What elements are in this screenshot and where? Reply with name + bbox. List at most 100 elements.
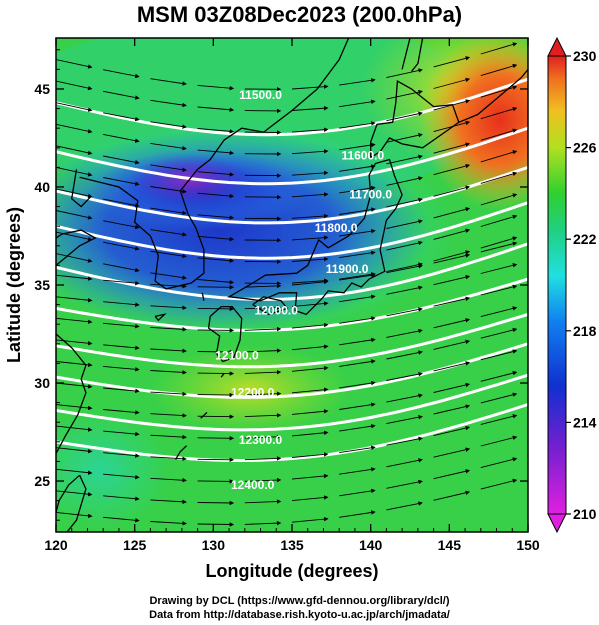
wind-arrow <box>291 279 329 286</box>
wind-arrow <box>386 479 423 489</box>
wind-arrow <box>56 123 93 134</box>
wind-arrow <box>386 219 423 229</box>
height-contour <box>56 242 528 301</box>
coastline <box>458 68 528 123</box>
wind-arrow <box>291 495 329 502</box>
wind-arrow <box>244 413 282 418</box>
wind-arrow <box>150 207 187 216</box>
wind-arrow <box>150 370 187 375</box>
wind-arrow <box>56 80 93 91</box>
x-tick-label: 145 <box>438 537 462 553</box>
wind-arrow <box>197 235 235 242</box>
wind-arrow <box>103 112 140 122</box>
wind-arrow <box>150 78 187 86</box>
wind-arrow <box>150 348 187 354</box>
wind-arrow <box>480 128 518 141</box>
contour-label: 12200.0 <box>231 386 275 400</box>
wind-arrow <box>197 479 235 484</box>
wind-arrow <box>433 228 471 240</box>
wind-arrow <box>103 69 140 79</box>
wind-arrow <box>339 294 376 303</box>
wind-arrow <box>339 510 376 518</box>
wind-arrow <box>197 192 235 199</box>
wind-arrow <box>150 164 187 172</box>
wind-arrow <box>386 111 423 122</box>
coastline <box>227 158 403 316</box>
wind-arrow <box>150 477 187 483</box>
wind-arrow <box>150 121 187 129</box>
wind-arrow <box>291 365 329 372</box>
wind-arrow <box>103 301 140 307</box>
wind-arrow <box>386 436 423 446</box>
wind-arrow <box>150 99 187 108</box>
coastline <box>154 313 167 322</box>
wind-arrow <box>103 452 140 458</box>
wind-arrow <box>386 328 423 338</box>
wind-arrow <box>433 274 471 286</box>
colorbar-tick-label: 230 <box>573 48 597 64</box>
colorbar: 210 214 218 222 226 230 <box>547 36 597 534</box>
wind-arrow <box>339 272 376 280</box>
wind-arrow <box>339 488 376 497</box>
height-contour <box>56 312 528 369</box>
wind-arrow <box>291 278 329 284</box>
colorbar-tick-label: 226 <box>573 140 597 156</box>
wind-arrow <box>339 121 376 129</box>
coastline <box>401 38 411 70</box>
coastline <box>79 38 350 290</box>
wind-arrow <box>56 511 93 519</box>
wind-arrow <box>480 392 518 404</box>
wind-arrow <box>197 285 235 290</box>
wind-arrow <box>386 458 423 468</box>
coastline <box>252 296 289 316</box>
wind-arrow <box>291 192 329 198</box>
wind-arrow <box>433 163 471 176</box>
wind-arrow <box>197 106 235 112</box>
wind-arrow <box>386 154 423 165</box>
wind-arrow <box>433 207 471 219</box>
wind-arrow <box>197 128 235 134</box>
wind-arrow <box>480 327 518 339</box>
wind-arrow <box>480 241 518 253</box>
wind-arrow <box>197 214 235 220</box>
y-tick-label: 25 <box>34 473 50 489</box>
wind-arrow <box>150 413 187 418</box>
wind-arrow <box>150 229 187 237</box>
wind-arrow <box>480 171 518 184</box>
wind-arrow <box>386 176 423 186</box>
wind-arrow <box>339 445 376 454</box>
wind-arrow <box>433 318 471 329</box>
wind-arrow <box>197 436 235 441</box>
coastline <box>207 305 243 363</box>
wind-arrow <box>291 452 329 458</box>
wind-arrow <box>339 99 376 108</box>
wind-arrow <box>480 478 518 490</box>
wind-arrow <box>339 228 376 237</box>
wind-arrow <box>244 477 282 483</box>
contour-label: 11500.0 <box>239 88 282 102</box>
wind-arrow <box>244 499 282 504</box>
wind-arrow <box>480 306 518 318</box>
y-axis-label: Latitude (degrees) <box>4 207 24 363</box>
wind-arrow <box>291 213 329 219</box>
height-contour <box>56 403 528 462</box>
wind-arrow <box>244 369 282 375</box>
wind-arrow <box>197 522 235 527</box>
credit-drawing: Drawing by DCL (https://www.gfd-dennou.o… <box>149 595 450 607</box>
wind-arrow <box>480 236 518 249</box>
wind-arrow <box>291 430 329 437</box>
map-figure: 11500.0 11600.0 11700.0 11800.0 11900.0 12000… <box>4 36 597 581</box>
wind-arrow <box>56 145 93 155</box>
wind-arrow <box>150 142 187 151</box>
y-axis-ticks: 25 30 35 40 45 <box>34 49 528 521</box>
wind-arrow <box>339 316 376 324</box>
wind-arrow <box>291 409 329 415</box>
height-contour <box>56 277 528 332</box>
wind-arrow <box>480 435 518 447</box>
wind-arrow <box>386 371 423 381</box>
coastline <box>56 333 87 454</box>
x-tick-label: 140 <box>359 537 383 553</box>
colorbar-tick-label: 218 <box>573 323 597 339</box>
wind-arrow <box>244 520 282 526</box>
wind-arrow <box>103 263 140 273</box>
